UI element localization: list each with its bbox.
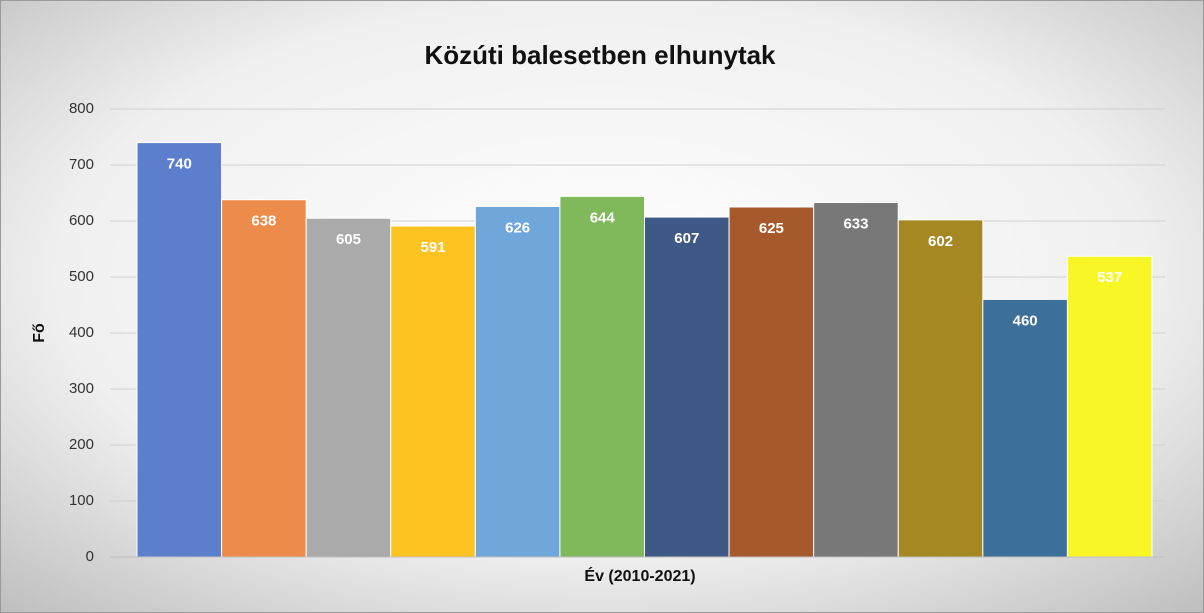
bar bbox=[1066, 255, 1153, 558]
bar bbox=[221, 199, 307, 558]
data-label: 607 bbox=[674, 230, 699, 247]
data-label: 625 bbox=[759, 220, 784, 237]
bar bbox=[390, 225, 476, 558]
y-tick-label: 300 bbox=[69, 380, 94, 397]
y-tick-label: 800 bbox=[69, 100, 94, 117]
y-tick-label: 400 bbox=[69, 324, 94, 341]
y-tick-label: 0 bbox=[86, 548, 94, 565]
data-label: 537 bbox=[1097, 269, 1122, 286]
bar bbox=[136, 142, 223, 558]
data-label: 591 bbox=[421, 239, 446, 256]
bar bbox=[559, 195, 646, 558]
x-axis-label: Év (2010-2021) bbox=[584, 566, 695, 585]
data-label: 638 bbox=[251, 213, 276, 230]
bar bbox=[897, 219, 984, 558]
bar bbox=[982, 298, 1068, 558]
data-label: 626 bbox=[505, 219, 530, 236]
data-label: 633 bbox=[843, 215, 868, 232]
y-tick-label: 100 bbox=[69, 492, 94, 509]
y-tick-label: 200 bbox=[69, 436, 94, 453]
y-axis-label: Fő bbox=[31, 323, 48, 343]
data-label: 644 bbox=[590, 209, 616, 226]
data-label: 602 bbox=[928, 233, 953, 250]
bar bbox=[305, 217, 392, 558]
data-label: 460 bbox=[1013, 312, 1038, 329]
y-tick-label: 500 bbox=[69, 268, 94, 285]
data-label: 605 bbox=[336, 231, 361, 248]
y-tick-label: 600 bbox=[69, 212, 94, 229]
bar bbox=[474, 205, 561, 558]
chart-title: Közúti balesetben elhunytak bbox=[424, 40, 776, 70]
bar bbox=[728, 206, 815, 558]
bar bbox=[644, 216, 730, 558]
y-tick-label: 700 bbox=[69, 156, 94, 173]
data-label: 740 bbox=[167, 156, 192, 173]
bar bbox=[813, 202, 899, 558]
